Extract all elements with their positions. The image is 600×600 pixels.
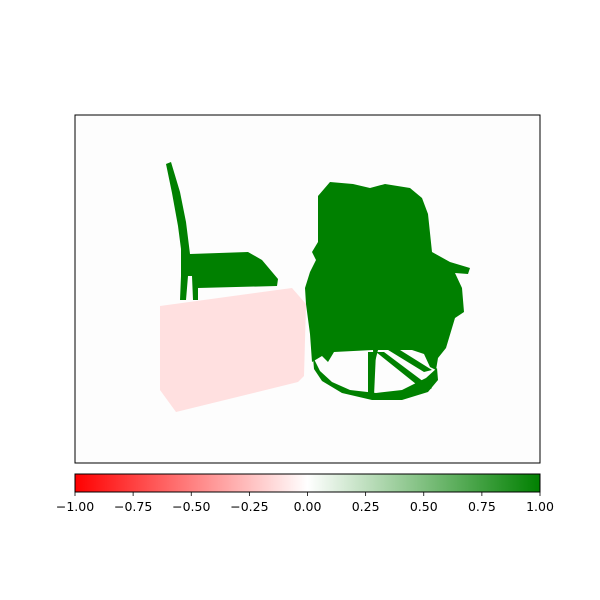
armchair-right-strut xyxy=(380,345,432,372)
colorbar-tick-label: 0.00 xyxy=(294,499,322,514)
colorbar-tick-label: −0.75 xyxy=(114,499,152,514)
armchair-right-strut xyxy=(368,352,376,396)
main-axes-frame xyxy=(74,114,541,464)
armchair-right-strut xyxy=(376,352,432,392)
colorbar-tick-label: 0.25 xyxy=(352,499,380,514)
colorbar-ticks: −1.00 −0.75 −0.50 −0.25 0.00 0.25 0.50 0.75 1.00 xyxy=(56,492,554,514)
colorbar-tick-label: 0.75 xyxy=(468,499,496,514)
armchair-right-body xyxy=(305,182,470,370)
colorbar-tick-label: 1.00 xyxy=(526,499,554,514)
colorbar-tick-label: 0.50 xyxy=(410,499,438,514)
colorbar-fill xyxy=(75,474,540,492)
chair-left-shape xyxy=(166,162,278,300)
image-objects xyxy=(160,162,470,412)
colorbar-tick-label: −0.50 xyxy=(172,499,210,514)
colorbar: −1.00 −0.75 −0.50 −0.25 0.00 0.25 0.50 0.75 1.00 xyxy=(56,473,554,514)
armchair-right-base xyxy=(313,357,438,400)
box-bottom-left-shape xyxy=(160,288,306,412)
colorbar-tick-label: −1.00 xyxy=(56,499,94,514)
main-axes xyxy=(74,114,541,464)
colorbar-tick-label: −0.25 xyxy=(230,499,268,514)
